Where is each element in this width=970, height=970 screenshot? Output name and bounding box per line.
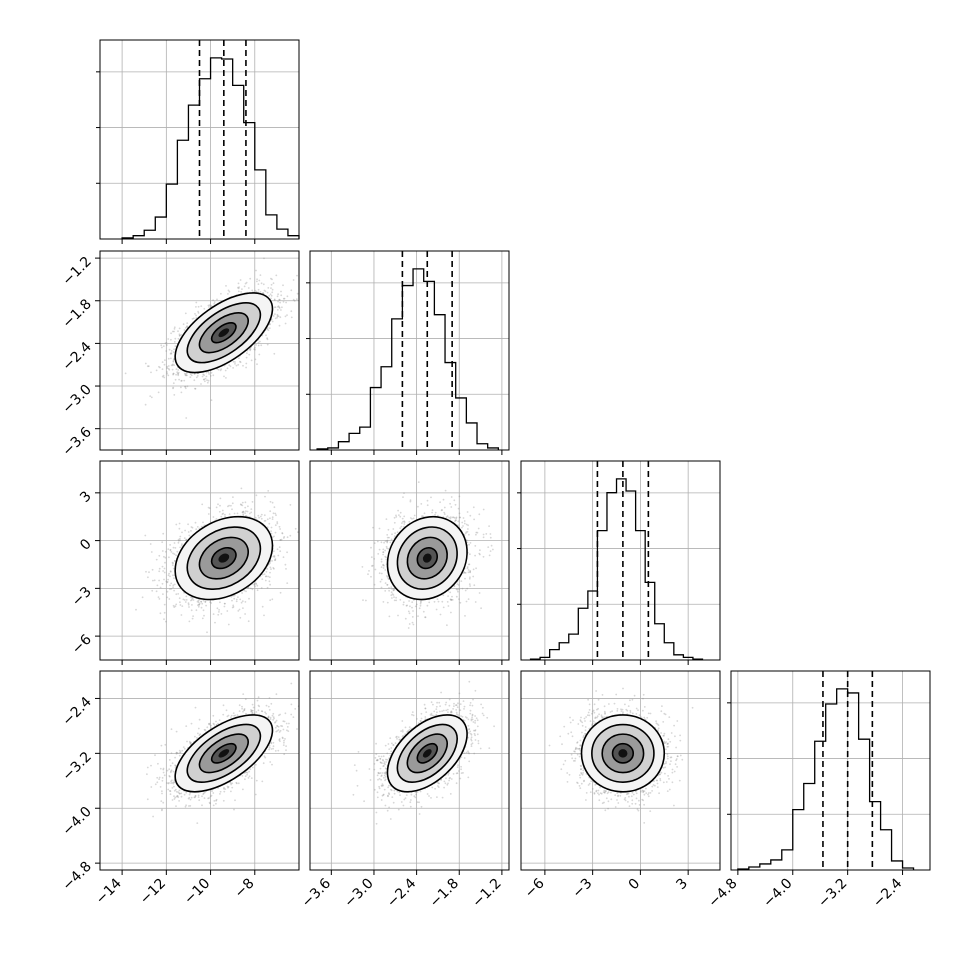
density-panel-1-2 [309, 460, 510, 665]
density-core [422, 749, 432, 758]
density-core [218, 328, 230, 338]
y-tick-label: 0 [77, 536, 95, 554]
axes-frame [99, 39, 300, 240]
axes-frame [99, 460, 300, 661]
y-tick-label: −2.4 [59, 694, 94, 729]
axes-frame [99, 670, 300, 871]
density-core [218, 553, 230, 563]
density-panel-0-3: −14 −12 −10 −8 −4.8 −4.0 −3.2 −2.4 [59, 670, 300, 908]
density-panel-1-3: −3.6 −3.0 −2.4 −1.8 −1.2 [299, 670, 510, 911]
axes-frame [309, 460, 510, 661]
x-tick-label: −2.4 [384, 875, 419, 910]
histogram-step [737, 688, 915, 870]
x-tick-label: −10 [181, 876, 213, 908]
histogram-panel-1 [306, 250, 510, 455]
histogram-panel-2 [517, 460, 721, 665]
density-content [146, 682, 299, 824]
density-panel-0-1: −3.6 −3.0 −2.4 −1.8 −1.2 [59, 250, 300, 460]
axes-frame [520, 460, 721, 661]
y-tick-label: −6 [69, 632, 95, 658]
histogram-step [316, 268, 499, 450]
density-core [422, 553, 432, 563]
density-content [361, 481, 494, 629]
histogram-panel-3: −4.8 −4.0 −3.2 −2.4 [705, 670, 931, 911]
axes-frame [309, 250, 510, 451]
y-tick-label: −3.6 [59, 424, 94, 459]
y-tick-label: −4.8 [59, 859, 94, 894]
density-core [218, 749, 230, 758]
density-panel-0-2: −6 −3 0 3 [69, 460, 300, 665]
density-content [135, 487, 299, 634]
x-tick-label: −1.8 [427, 876, 462, 911]
x-tick-label: −6 [522, 875, 548, 901]
y-tick-label: −1.8 [59, 296, 94, 331]
y-tick-label: −4.0 [59, 804, 94, 839]
histogram-step [121, 57, 300, 239]
y-tick-label: −3.2 [59, 749, 94, 784]
axes-frame [309, 670, 510, 871]
x-tick-label: −3.2 [815, 876, 850, 911]
density-core [618, 749, 628, 758]
y-tick-label: −3 [69, 584, 95, 610]
density-panel-2-3: −6 −3 0 3 [520, 670, 721, 902]
density-content [124, 257, 299, 419]
axes-frame [730, 670, 931, 871]
axes-frame [520, 670, 721, 871]
y-tick-label: 3 [77, 488, 95, 506]
x-tick-label: −8 [232, 876, 258, 902]
y-tick-label: −2.4 [59, 339, 94, 374]
x-tick-label: 0 [626, 876, 644, 894]
histogram-step [529, 478, 704, 660]
x-tick-label: −2.4 [870, 875, 905, 910]
x-tick-label: −3 [570, 876, 596, 902]
density-content [352, 680, 495, 825]
x-tick-label: −1.2 [469, 876, 504, 911]
y-tick-label: −1.2 [59, 254, 94, 289]
y-tick-label: −3.0 [59, 382, 94, 417]
x-tick-label: −3.0 [341, 876, 376, 911]
x-tick-label: −12 [137, 876, 169, 908]
histogram-panel-0 [96, 39, 300, 244]
x-tick-label: −4.8 [705, 876, 740, 911]
x-tick-label: −4.0 [760, 876, 795, 911]
x-tick-label: 3 [673, 876, 691, 894]
axes-frame [99, 250, 300, 451]
x-tick-label: −14 [93, 875, 125, 907]
x-tick-label: −3.6 [299, 875, 334, 910]
density-content [548, 687, 694, 824]
